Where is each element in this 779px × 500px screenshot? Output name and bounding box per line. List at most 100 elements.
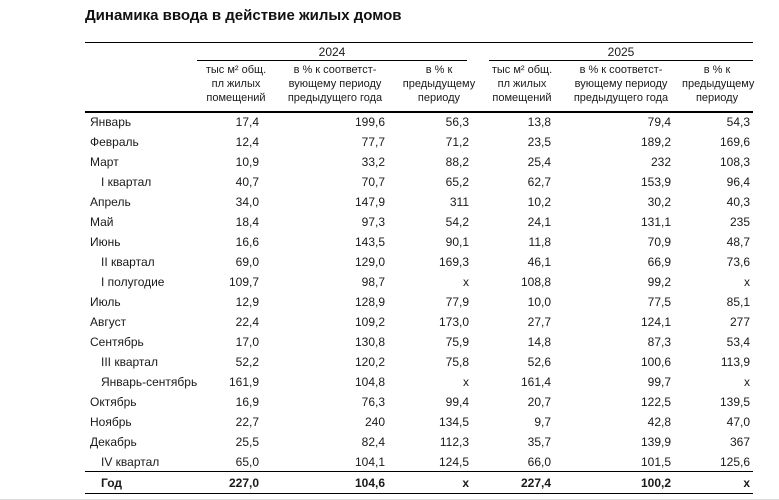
cell-value: 46,1	[527, 254, 551, 269]
table-row: II квартал 69,0 129,0 169,3 46,1 66,9 73,6	[85, 252, 753, 272]
cell-value: 42,8	[647, 414, 671, 429]
table-row: I квартал 40,7 70,7 65,2 62,7 153,9 96,4	[85, 172, 753, 192]
cell-value: 113,9	[720, 354, 751, 369]
row-label: Март	[90, 154, 119, 169]
cell-value: x	[681, 471, 754, 495]
cell-value: 25,4	[527, 154, 551, 169]
col-header-area-2024: тыс м² общ. пл жилых помещений	[197, 61, 275, 113]
cell-value: 12,9	[235, 294, 259, 309]
cell-value: 65,0	[235, 454, 259, 469]
cell-value: 16,6	[235, 234, 259, 249]
cell-value: 227,0	[197, 471, 275, 495]
row-label: Январь-сентябрь	[101, 374, 198, 389]
table-row: Январь-сентябрь 161,9 104,8 x 161,4 99,7 x	[85, 372, 753, 392]
row-label: Май	[90, 214, 114, 229]
cell-value: 124,1	[640, 314, 671, 329]
col-header-yoy-2024: в % к соответст- вующему периоду предыду…	[275, 61, 395, 113]
cell-value: x	[395, 471, 483, 495]
table-row: I полугодие 109,7 98,7 x 108,8 99,2 x	[85, 272, 753, 292]
row-label: Апрель	[90, 194, 131, 209]
cell-value: 13,8	[527, 115, 551, 130]
cell-value: 161,4	[520, 374, 551, 389]
cell-value: 87,3	[647, 334, 671, 349]
cell-value: 124,5	[438, 454, 469, 469]
cell-value: 128,9	[354, 294, 385, 309]
cell-value: 139,5	[720, 394, 751, 409]
cell-value: 62,7	[527, 174, 551, 189]
cell-value: 109,2	[354, 314, 385, 329]
row-label: Сентябрь	[90, 334, 144, 349]
table-row: Декабрь 25,5 82,4 112,3 35,7 139,9 367	[85, 432, 753, 452]
page-title: Динамика ввода в действие жилых домов	[85, 7, 402, 24]
year-group-2024: 2024	[197, 43, 483, 61]
col-header-area-2025: тыс м² общ. пл жилых помещений	[483, 61, 561, 113]
row-label: Июль	[90, 294, 121, 309]
cell-value: 143,5	[354, 234, 385, 249]
cell-value: 10,2	[527, 194, 551, 209]
cell-value: 100,6	[640, 354, 671, 369]
cell-value: 11,8	[528, 234, 551, 249]
cell-value: 139,9	[640, 434, 671, 449]
table-row: Июнь 16,6 143,5 90,1 11,8 70,9 48,7	[85, 232, 753, 252]
cell-value: 66,0	[527, 454, 551, 469]
table-row: Июль 12,9 128,9 77,9 10,0 77,5 85,1	[85, 292, 753, 312]
cell-value: 100,2	[561, 471, 681, 495]
year-label-2025: 2025	[489, 43, 754, 61]
cell-value: 75,9	[445, 334, 469, 349]
housing-dynamics-table: 2024 2025 тыс м² общ. пл жилых помещений…	[85, 42, 754, 495]
cell-value: 79,4	[647, 115, 671, 130]
col-header-yoy-2025: в % к соответст- вующему периоду предыду…	[561, 61, 681, 113]
table-row: IV квартал 65,0 104,1 124,5 66,0 101,5 125,6	[85, 452, 753, 472]
cell-value: 34,0	[235, 194, 259, 209]
col-header-prev-2024: в % к предыдущему периоду	[395, 61, 483, 113]
cell-value: 173,0	[438, 314, 469, 329]
cell-value: 99,2	[647, 274, 671, 289]
cell-value: 104,6	[275, 471, 395, 495]
cell-value: 147,9	[354, 194, 385, 209]
cell-value: 65,2	[445, 174, 469, 189]
cell-value: 24,1	[527, 214, 551, 229]
cell-value: 131,1	[640, 214, 671, 229]
cell-value: 129,0	[354, 254, 385, 269]
cell-value: 77,7	[361, 134, 385, 149]
cell-value: 161,9	[228, 374, 259, 389]
cell-value: 16,9	[235, 394, 259, 409]
cell-value: 108,8	[520, 274, 551, 289]
cell-value: 10,9	[235, 154, 259, 169]
cell-value: 199,6	[354, 115, 385, 130]
cell-value: 54,2	[445, 214, 469, 229]
cell-value: 56,3	[445, 115, 469, 130]
cell-value: 120,2	[354, 354, 385, 369]
cell-value: 48,7	[726, 234, 751, 249]
cell-value: 85,1	[726, 294, 751, 309]
row-label: Год	[85, 471, 197, 495]
cell-value: 20,7	[527, 394, 551, 409]
table-row: Февраль 12,4 77,7 71,2 23,5 189,2 169,6	[85, 132, 753, 152]
year-group-2025: 2025	[483, 43, 754, 61]
table-row: Январь 17,4 199,6 56,3 13,8 79,4 54,3	[85, 112, 753, 132]
row-label: IV квартал	[101, 454, 160, 469]
table-row: Май 18,4 97,3 54,2 24,1 131,1 235	[85, 212, 753, 232]
cell-value: 22,7	[235, 414, 259, 429]
cell-value: 71,2	[445, 134, 469, 149]
table-header: 2024 2025 тыс м² общ. пл жилых помещений…	[85, 42, 754, 113]
table-row: III квартал 52,2 120,2 75,8 52,6 100,6 113,9	[85, 352, 753, 372]
cell-value: 232	[650, 154, 671, 169]
cell-value: 75,8	[445, 354, 469, 369]
cell-value: 40,7	[235, 174, 259, 189]
cell-value: 104,1	[354, 454, 385, 469]
table-row: Апрель 34,0 147,9 311 10,2 30,2 40,3	[85, 192, 753, 212]
cell-value: 52,2	[235, 354, 259, 369]
row-label: Февраль	[90, 134, 139, 149]
row-label: Ноябрь	[90, 414, 132, 429]
cell-value: 12,4	[235, 134, 259, 149]
cell-value: 134,5	[438, 414, 469, 429]
row-label: Август	[90, 314, 127, 329]
cell-value: 69,0	[235, 254, 259, 269]
cell-value: x	[463, 374, 469, 389]
cell-value: 88,2	[445, 154, 469, 169]
cell-value: 14,8	[527, 334, 551, 349]
cell-value: 122,5	[640, 394, 671, 409]
cell-value: 367	[730, 434, 751, 449]
cell-value: 235	[730, 214, 751, 229]
